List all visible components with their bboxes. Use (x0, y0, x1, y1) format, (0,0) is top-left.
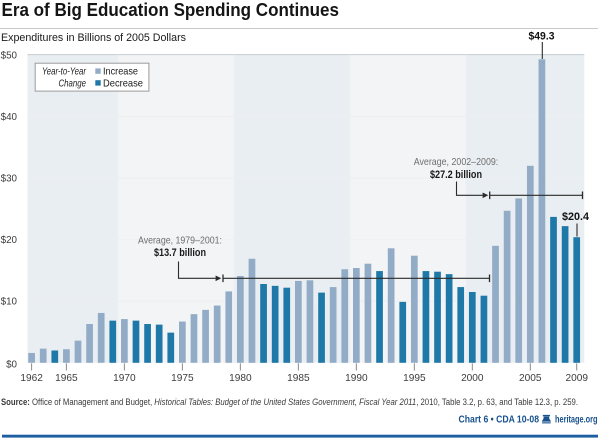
svg-text:1970: 1970 (113, 373, 136, 384)
svg-text:1962: 1962 (20, 373, 43, 384)
svg-text:Decrease: Decrease (103, 77, 143, 89)
svg-text:$30: $30 (1, 174, 18, 185)
svg-text:1990: 1990 (345, 373, 368, 384)
svg-text:Change: Change (59, 77, 87, 89)
svg-text:Source: Office of Management a: Source: Office of Management and Budget,… (1, 397, 578, 407)
svg-text:1965: 1965 (55, 373, 78, 384)
svg-text:Expenditures in Billions of 20: Expenditures in Billions of 2005 Dollars (1, 32, 186, 44)
svg-text:$27.2 billion: $27.2 billion (430, 169, 482, 181)
svg-text:2005: 2005 (519, 373, 542, 384)
svg-text:Year-to-Year: Year-to-Year (42, 65, 86, 77)
svg-text:1995: 1995 (403, 373, 426, 384)
svg-text:1985: 1985 (287, 373, 310, 384)
svg-text:$49.3: $49.3 (529, 31, 555, 43)
svg-text:1975: 1975 (171, 373, 194, 384)
svg-text:$0: $0 (6, 360, 17, 371)
svg-text:Chart 6 • CDA 10-08: Chart 6 • CDA 10-08 (459, 414, 540, 425)
svg-text:2000: 2000 (461, 373, 484, 384)
svg-text:heritage.org: heritage.org (555, 414, 598, 425)
svg-text:Increase: Increase (103, 65, 138, 77)
svg-text:$20.4: $20.4 (562, 211, 590, 223)
svg-text:$20: $20 (1, 235, 18, 246)
svg-text:Average, 1979–2001:: Average, 1979–2001: (138, 235, 222, 247)
svg-text:2009: 2009 (565, 373, 588, 384)
svg-text:Average, 2002–2009:: Average, 2002–2009: (414, 156, 499, 168)
svg-text:1980: 1980 (229, 373, 252, 384)
svg-text:$40: $40 (1, 112, 18, 123)
svg-text:Era of Big Education Spending: Era of Big Education Spending Continues (2, 0, 340, 20)
svg-text:$10: $10 (1, 297, 18, 308)
svg-text:$50: $50 (1, 50, 18, 61)
svg-text:$13.7 billion: $13.7 billion (154, 247, 206, 259)
